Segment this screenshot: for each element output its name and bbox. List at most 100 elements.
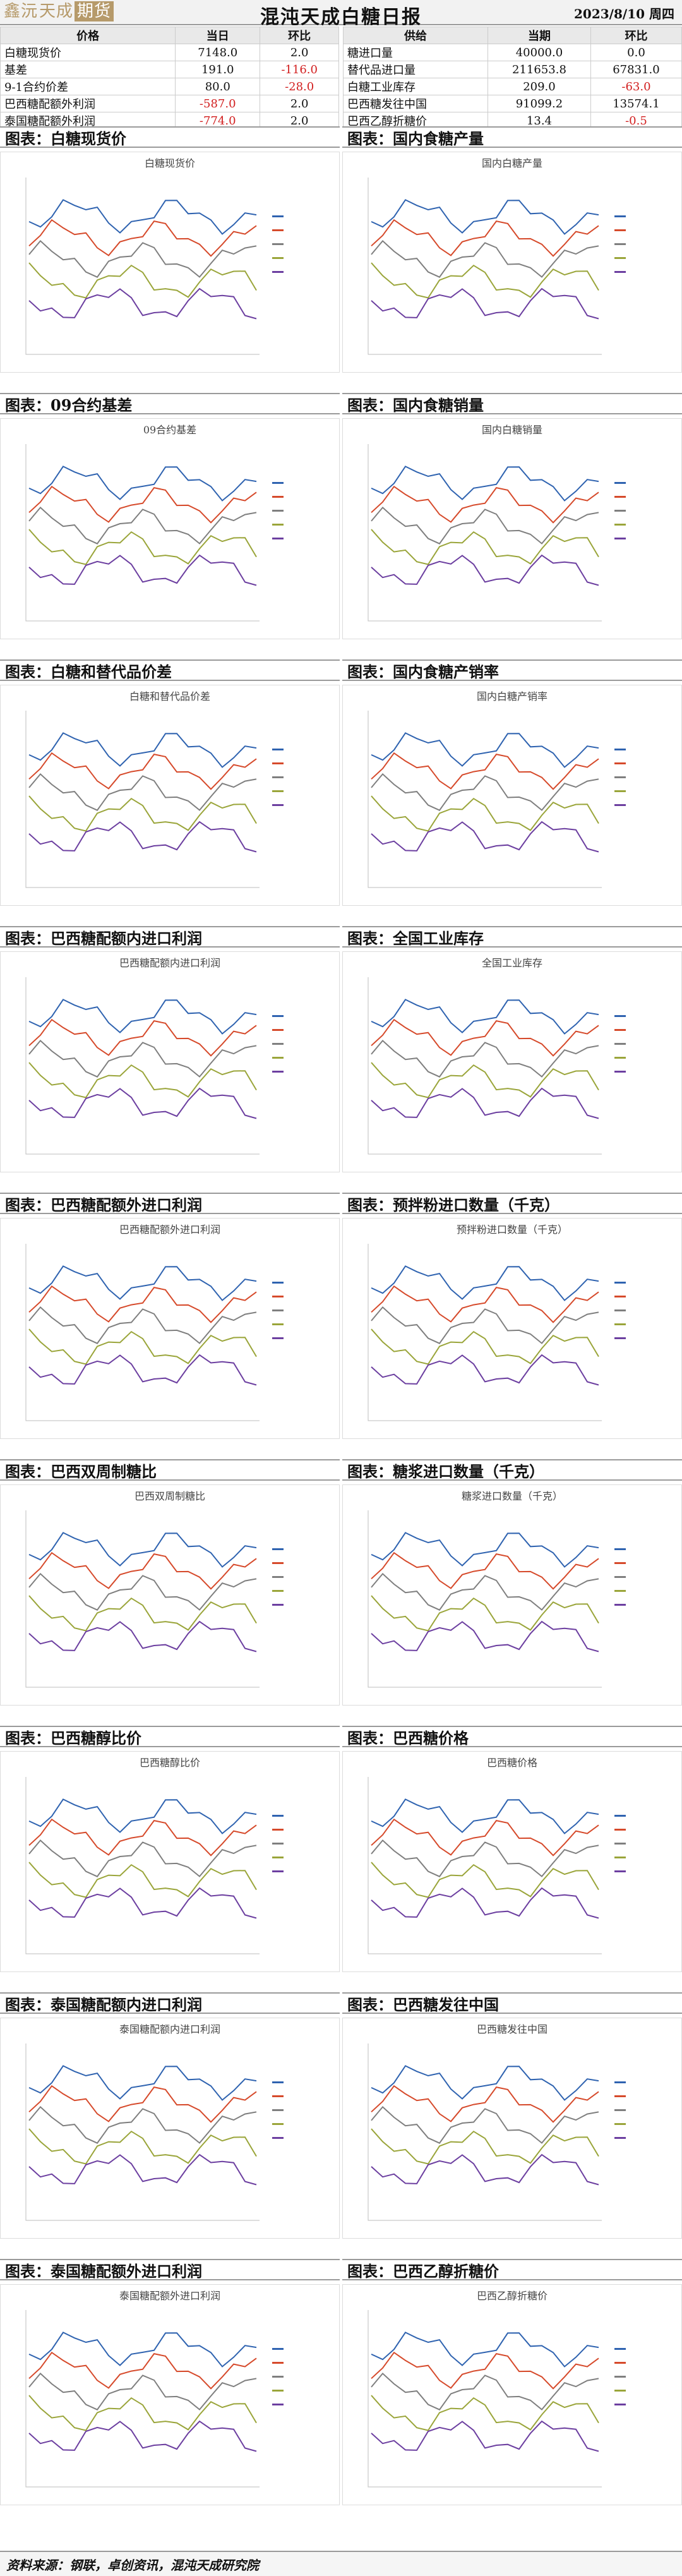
summary-tables: 价格 当日 环比 白糖现货价 7148.0 2.0 基差 191.0 -116.0 9-1合…	[0, 27, 682, 129]
chart-series-line	[371, 2153, 599, 2186]
legend-swatch	[272, 1815, 284, 1817]
legend-swatch	[272, 1604, 284, 1606]
legend-swatch	[614, 2404, 626, 2405]
chart-series-line	[28, 1572, 257, 1611]
legend-swatch	[272, 2348, 284, 2350]
chart-title: 泰国糖配额外进口利润	[119, 2290, 220, 2302]
chart-series-line	[371, 1595, 599, 1632]
chart-graphic	[368, 711, 626, 888]
chart-panel: 巴西糖配额内进口利润	[0, 951, 340, 1172]
chart-series-line	[371, 773, 599, 811]
chart-series-line	[28, 1798, 257, 1834]
supply-col-current: 当期	[488, 27, 591, 44]
chart-graphic	[368, 444, 626, 622]
chart-series-line	[371, 1620, 599, 1652]
chart-series-line	[371, 554, 599, 586]
price-row: 白糖现货价 7148.0 2.0	[0, 44, 339, 61]
price-row: 基差 191.0 -116.0	[0, 61, 339, 78]
legend-swatch	[272, 1309, 284, 1311]
legend-swatch	[272, 243, 284, 245]
chart-series-line	[28, 1595, 257, 1632]
legend-swatch	[272, 776, 284, 778]
legend-swatch	[272, 1870, 284, 1872]
legend-swatch	[272, 1015, 284, 1017]
legend-swatch	[614, 2376, 626, 2378]
chart-series-line	[28, 1887, 257, 1919]
chart-series-line	[371, 795, 599, 832]
price-row-label: 白糖现货价	[0, 44, 176, 61]
chart-panel: 泰国糖配额外进口利润	[0, 2284, 340, 2505]
chart-series-line	[28, 2105, 257, 2144]
section-title: 图表：泰国糖配额外进口利润	[0, 2259, 340, 2280]
legend-swatch	[614, 1057, 626, 1059]
legend-swatch	[614, 2348, 626, 2350]
legend-swatch	[614, 1323, 626, 1325]
supply-table: 供给 当期 环比 糖进口量 40000.0 0.0 替代品进口量 211653.8 678…	[343, 27, 682, 129]
price-col-label: 价格	[0, 27, 176, 44]
legend-swatch	[272, 2095, 284, 2097]
legend-swatch	[614, 2081, 626, 2083]
chart-series-line	[28, 1306, 257, 1344]
section-title: 图表：巴西糖配额内进口利润	[0, 926, 340, 948]
legend-swatch	[614, 2362, 626, 2364]
legend-swatch	[614, 510, 626, 512]
price-row-value: -587.0	[175, 95, 261, 112]
chart-series-line	[28, 466, 257, 502]
legend-swatch	[272, 2404, 284, 2405]
chart-series-line	[371, 1306, 599, 1344]
legend-swatch	[614, 1562, 626, 1564]
supply-row: 替代品进口量 211653.8 67831.0	[343, 61, 682, 78]
legend-swatch	[614, 1829, 626, 1831]
chart-title: 国内白糖产量	[481, 157, 542, 169]
legend-swatch	[272, 257, 284, 259]
report-date: 2023/8/10 周四	[574, 6, 674, 21]
chart-series-line	[371, 2085, 599, 2123]
chart-series-line	[28, 1087, 257, 1119]
legend-swatch	[272, 482, 284, 484]
company-logo: 鑫沅 天成 期货	[4, 1, 114, 21]
chart-series-line	[371, 2065, 599, 2101]
legend-swatch	[614, 257, 626, 259]
chart-series-line	[371, 485, 599, 524]
section-title: 图表：09合约基差	[0, 393, 340, 414]
chart-series-line	[28, 2395, 257, 2431]
chart-title: 巴西乙醇折糖价	[476, 2290, 547, 2302]
legend-swatch	[614, 1576, 626, 1578]
chart-series-line	[28, 1265, 257, 1301]
legend-swatch	[614, 804, 626, 806]
chart-title: 泰国糖配额内进口利润	[119, 2023, 220, 2035]
section-title: 图表：巴西乙醇折糖价	[342, 2259, 682, 2280]
price-row-label: 9-1合约价差	[0, 78, 176, 95]
chart-graphic	[25, 178, 284, 355]
chart-series-line	[371, 2395, 599, 2431]
chart-panel: 泰国糖配额内进口利润	[0, 2018, 340, 2239]
supply-row-label: 白糖工业库存	[343, 78, 488, 95]
section-title: 图表：巴西糖配额外进口利润	[0, 1193, 340, 1214]
chart-series-line	[28, 2065, 257, 2101]
chart-title: 全国工业库存	[481, 957, 542, 969]
chart-graphic	[25, 444, 284, 622]
chart-panel: 巴西糖发往中国	[342, 2018, 682, 2239]
section-title: 图表：国内食糖销量	[342, 393, 682, 414]
chart-title: 白糖和替代品价差	[129, 690, 210, 702]
chart-series-line	[371, 2372, 599, 2410]
supply-col-change: 环比	[590, 27, 682, 44]
supply-row: 巴西糖发往中国 91099.2 13574.1	[343, 95, 682, 112]
chart-panel: 巴西糖醇比价	[0, 1751, 340, 1972]
price-row: 巴西糖配额外利润 -587.0 2.0	[0, 95, 339, 112]
legend-swatch	[614, 1337, 626, 1339]
legend-swatch	[614, 2109, 626, 2111]
legend-swatch	[614, 1604, 626, 1606]
chart-series-line	[28, 1620, 257, 1652]
chart-title: 国内白糖销量	[481, 424, 542, 436]
chart-axes	[25, 1777, 260, 1954]
legend-swatch	[272, 2362, 284, 2364]
chart-axes	[25, 2043, 260, 2221]
legend-swatch	[614, 215, 626, 217]
price-col-today: 当日	[175, 27, 261, 44]
supply-row: 糖进口量 40000.0 0.0	[343, 44, 682, 61]
chart-graphic	[25, 1777, 284, 1954]
chart-axes	[368, 711, 602, 888]
chart-axes	[25, 711, 260, 888]
legend-swatch	[272, 1857, 284, 1858]
